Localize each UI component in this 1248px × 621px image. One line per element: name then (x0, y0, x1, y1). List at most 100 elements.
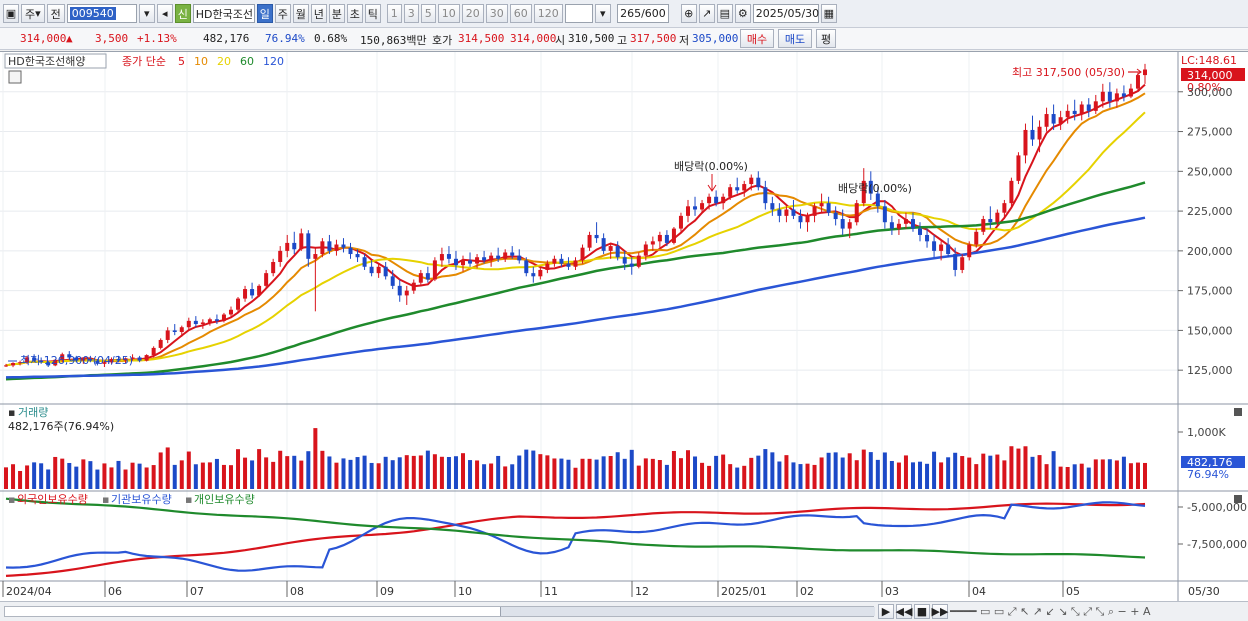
draw-tool-icon[interactable]: ↗ (698, 4, 715, 23)
period-tab[interactable]: 주 (274, 4, 291, 23)
volume-bar (664, 464, 669, 489)
y-tick-label: 225,000 (1187, 205, 1233, 218)
legend-label: 기관보유수량 (111, 493, 172, 506)
search-icon[interactable]: ⌕ (1107, 605, 1114, 618)
volume-bar (791, 462, 796, 489)
candle-body (482, 257, 487, 261)
buy-button[interactable]: 매수 (740, 29, 774, 48)
count-input[interactable]: 265/600 (616, 4, 669, 23)
volume-bar (411, 455, 416, 489)
candle-body (271, 262, 276, 274)
candle-body (461, 260, 466, 266)
period-tab[interactable]: 초 (346, 4, 363, 23)
volume-bar (960, 456, 965, 489)
crosshair-icon[interactable]: ⊕ (680, 4, 697, 23)
minute-tab[interactable]: 1 (386, 4, 402, 23)
rewind-icon[interactable]: ◀◀ (895, 604, 913, 619)
candle-body (608, 246, 613, 251)
candle-body (1107, 91, 1112, 102)
holding-y-tick: -5,000,000 (1187, 501, 1247, 514)
chart-svg[interactable]: HD한국조선해양 종가 단순 5 10 20 60 120 LC:148.61 314,… (0, 52, 1248, 602)
candle-body (517, 255, 522, 261)
volume-bar (453, 456, 458, 489)
volume-bar (250, 460, 255, 489)
volume-bar (4, 467, 8, 489)
new-badge[interactable]: 신 (174, 4, 191, 23)
candle-body (784, 209, 789, 216)
minute-tab[interactable]: 30 (485, 4, 508, 23)
holding-close-icon[interactable] (1234, 495, 1242, 503)
period-tab[interactable]: 분 (328, 4, 345, 23)
volume-y-tick: 1,000K (1187, 426, 1226, 439)
volume-bar (777, 461, 782, 489)
candle-body (1037, 126, 1042, 140)
ma-label: 종가 단순 (122, 55, 166, 68)
play-icon[interactable]: ▶ (878, 604, 894, 619)
period-tab[interactable]: 월 (292, 4, 309, 23)
period-select[interactable]: 주 ▾ (21, 4, 45, 23)
eval-button[interactable]: 평 (816, 29, 836, 48)
stock-name-field[interactable]: HD한국조선 (192, 4, 255, 23)
candle-body (503, 252, 508, 259)
candle-body (601, 238, 606, 251)
volume-bar (974, 464, 979, 489)
tool-icons[interactable]: ▭ ▭ ⤢ ↖ ↗ ↙ ↘ ⤡ ⤢ ⤡ (980, 605, 1108, 618)
candle-body (109, 359, 114, 363)
candle-body (882, 206, 887, 223)
calendar-icon[interactable]: ▦ (820, 4, 837, 23)
minute-tab[interactable]: 20 (461, 4, 484, 23)
save-icon[interactable]: ▤ (716, 4, 733, 23)
sell-button[interactable]: 매도 (778, 29, 812, 48)
gear-icon[interactable]: ⚙ (734, 4, 751, 23)
candle-body (390, 276, 395, 286)
volume-bar (348, 459, 353, 489)
date-input[interactable]: 2025/05/30 (752, 4, 819, 23)
candle-body (988, 219, 993, 223)
period-tab[interactable]: 틱 (364, 4, 381, 23)
zoom-in-icon[interactable]: + (1130, 605, 1140, 618)
candle-body (200, 322, 205, 325)
volume-bar (1002, 460, 1007, 489)
minute-tab[interactable]: 5 (420, 4, 436, 23)
forward-icon[interactable]: ▶▶ (931, 604, 949, 619)
stop-icon[interactable]: ■ (914, 604, 930, 619)
candle-body (622, 257, 627, 264)
minute-tab[interactable]: 3 (403, 4, 419, 23)
candle-body (939, 244, 944, 251)
layout-icon[interactable]: ▣ (3, 4, 19, 23)
period-tab[interactable]: 년 (310, 4, 327, 23)
code-dropdown-icon[interactable]: ▾ (138, 4, 155, 23)
scroll-thumb[interactable] (500, 607, 875, 616)
volume-bar (1128, 463, 1133, 489)
zoom-out-icon[interactable]: − (1117, 605, 1127, 618)
candle-body (629, 263, 634, 267)
zoom-slider-icon[interactable]: ━━━━ (950, 605, 977, 618)
minute-custom-input[interactable] (564, 4, 593, 23)
prev-button[interactable]: 전 (46, 4, 65, 23)
minute-tab[interactable]: 10 (437, 4, 460, 23)
sound-icon[interactable]: ◂ (156, 4, 173, 23)
minute-tab[interactable]: 120 (533, 4, 563, 23)
period-tab[interactable]: 일 (256, 4, 273, 23)
chart-area[interactable]: HD한국조선해양 종가 단순 5 10 20 60 120 LC:148.61 314,… (0, 51, 1248, 621)
volume-tag (1181, 456, 1245, 468)
font-size-icon[interactable]: A (1142, 605, 1151, 618)
candle-body (791, 209, 796, 216)
scroll-track[interactable] (4, 606, 875, 617)
volume-bar (432, 454, 437, 489)
volume-bar (418, 455, 423, 489)
minute-tab[interactable]: 60 (509, 4, 532, 23)
volume-bar (538, 454, 543, 489)
volume-bar (517, 455, 522, 489)
volume-bar (482, 464, 487, 489)
volume-bar (545, 455, 550, 489)
minute-dropdown-icon[interactable]: ▾ (594, 4, 611, 23)
open-price: 310,500 (568, 32, 615, 45)
stock-code-input[interactable]: 009540 (66, 4, 137, 23)
volume-bar (552, 458, 557, 489)
table-icon[interactable] (8, 70, 22, 84)
volume-close-icon[interactable] (1234, 408, 1242, 416)
volume-bar (158, 452, 163, 489)
volume-bar (510, 464, 515, 489)
volume-bar (840, 457, 845, 489)
